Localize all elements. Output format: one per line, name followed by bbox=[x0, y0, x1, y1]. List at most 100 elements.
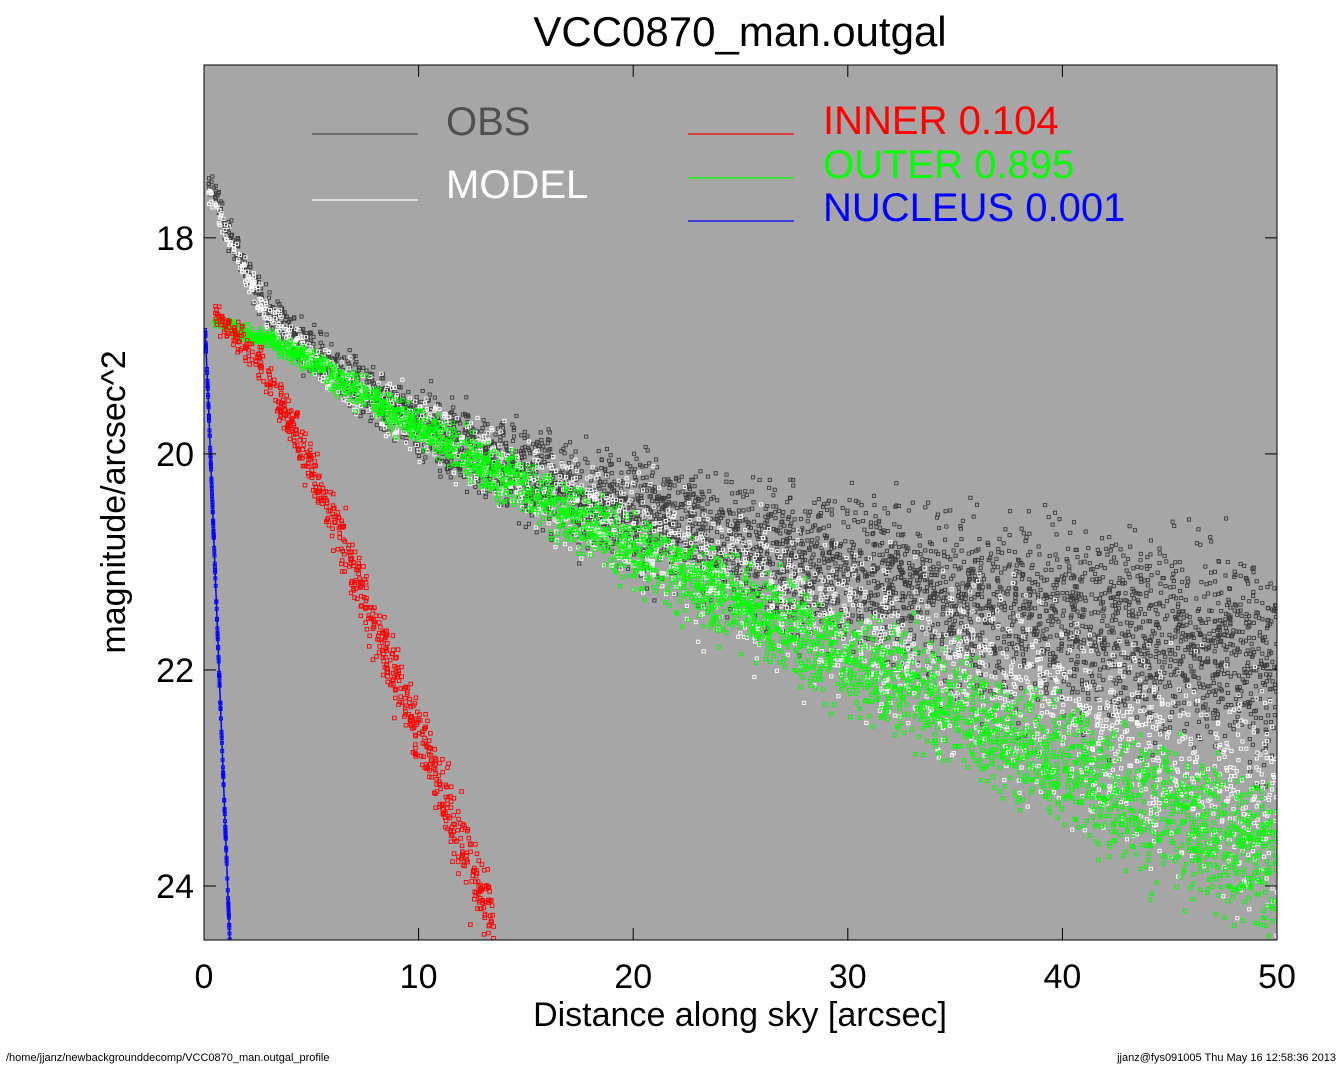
point-obs bbox=[1196, 527, 1201, 532]
point-obs bbox=[779, 520, 784, 525]
point-obs bbox=[481, 418, 486, 423]
point-obs bbox=[299, 314, 304, 319]
point-obs bbox=[841, 572, 846, 577]
point-obs bbox=[829, 512, 834, 517]
point-obs bbox=[758, 549, 763, 554]
point-obs bbox=[1248, 670, 1253, 675]
point-obs bbox=[971, 663, 976, 668]
point-obs bbox=[952, 618, 957, 623]
point-obs bbox=[266, 295, 272, 300]
point-obs bbox=[910, 500, 915, 505]
point-obs bbox=[959, 621, 964, 626]
chart-title: VCC0870_man.outgal bbox=[533, 8, 946, 55]
point-obs bbox=[1033, 606, 1038, 611]
point-obs bbox=[1164, 559, 1169, 564]
point-obs bbox=[909, 594, 914, 599]
point-obs bbox=[1072, 666, 1077, 672]
point-obs bbox=[644, 586, 649, 591]
point-obs bbox=[264, 282, 269, 287]
point-obs bbox=[1020, 652, 1025, 657]
point-obs bbox=[842, 574, 847, 579]
point-obs bbox=[1146, 619, 1151, 624]
point-obs bbox=[1265, 584, 1270, 590]
point-obs bbox=[815, 577, 820, 582]
point-obs bbox=[1227, 586, 1232, 592]
point-obs bbox=[1266, 713, 1271, 718]
point-obs bbox=[213, 183, 218, 188]
point-obs bbox=[1161, 650, 1166, 655]
point-obs bbox=[1057, 517, 1062, 522]
point-obs bbox=[1170, 608, 1175, 614]
point-obs bbox=[1206, 617, 1211, 622]
point-obs bbox=[1069, 657, 1074, 663]
point-obs bbox=[1202, 594, 1207, 599]
point-obs bbox=[1116, 590, 1122, 596]
point-obs bbox=[1149, 573, 1154, 578]
point-obs bbox=[802, 557, 808, 563]
point-obs bbox=[771, 493, 776, 498]
point-obs bbox=[852, 518, 857, 523]
point-obs bbox=[1020, 562, 1025, 568]
point-obs bbox=[1248, 769, 1253, 774]
point-obs bbox=[1248, 691, 1253, 696]
point-obs bbox=[1169, 563, 1174, 568]
point-obs bbox=[1118, 690, 1123, 696]
point-obs bbox=[653, 505, 658, 510]
point-obs bbox=[1007, 533, 1012, 538]
point-obs bbox=[1111, 584, 1116, 589]
point-obs bbox=[626, 470, 631, 475]
point-obs bbox=[1240, 629, 1245, 634]
point-obs bbox=[1239, 613, 1244, 618]
point-obs bbox=[1258, 673, 1263, 678]
point-obs bbox=[949, 576, 954, 581]
point-obs bbox=[1080, 574, 1085, 579]
point-obs bbox=[697, 521, 702, 527]
point-obs bbox=[1237, 684, 1242, 690]
point-obs bbox=[1168, 664, 1173, 669]
point-obs bbox=[967, 576, 973, 582]
point-obs bbox=[700, 506, 705, 511]
point-obs bbox=[995, 636, 1000, 641]
point-obs bbox=[979, 555, 984, 561]
point-obs bbox=[1053, 654, 1058, 659]
point-obs bbox=[809, 528, 814, 533]
point-obs bbox=[1009, 694, 1014, 699]
point-obs bbox=[353, 362, 358, 367]
point-obs bbox=[1090, 577, 1095, 582]
point-obs bbox=[1182, 700, 1187, 705]
point-obs bbox=[986, 583, 991, 588]
point-obs bbox=[999, 550, 1005, 555]
point-obs bbox=[1043, 502, 1048, 508]
point-obs bbox=[1068, 615, 1073, 620]
point-obs bbox=[640, 476, 645, 481]
point-obs bbox=[1270, 659, 1275, 664]
point-obs bbox=[1269, 753, 1274, 758]
point-obs bbox=[825, 607, 830, 612]
point-obs bbox=[1108, 548, 1113, 553]
point-obs bbox=[1244, 617, 1249, 622]
point-obs bbox=[780, 513, 785, 519]
point-obs bbox=[1246, 614, 1252, 619]
point-obs bbox=[923, 548, 928, 553]
point-obs bbox=[562, 451, 567, 456]
point-obs bbox=[1158, 581, 1163, 586]
point-obs bbox=[416, 453, 421, 458]
point-obs bbox=[1011, 611, 1016, 616]
point-obs bbox=[1109, 559, 1114, 564]
point-obs bbox=[888, 544, 894, 549]
point-obs bbox=[1209, 539, 1214, 544]
point-obs bbox=[729, 480, 734, 485]
point-obs bbox=[1163, 584, 1168, 589]
point-obs bbox=[1047, 553, 1052, 559]
point-obs bbox=[949, 604, 955, 609]
point-obs bbox=[787, 589, 792, 594]
point-obs bbox=[896, 532, 901, 537]
point-obs bbox=[943, 537, 948, 542]
point-obs bbox=[1102, 665, 1107, 670]
point-obs bbox=[1207, 689, 1212, 694]
point-obs bbox=[1063, 572, 1068, 577]
point-obs bbox=[952, 604, 957, 609]
point-obs bbox=[829, 507, 834, 512]
point-obs bbox=[1109, 544, 1114, 549]
